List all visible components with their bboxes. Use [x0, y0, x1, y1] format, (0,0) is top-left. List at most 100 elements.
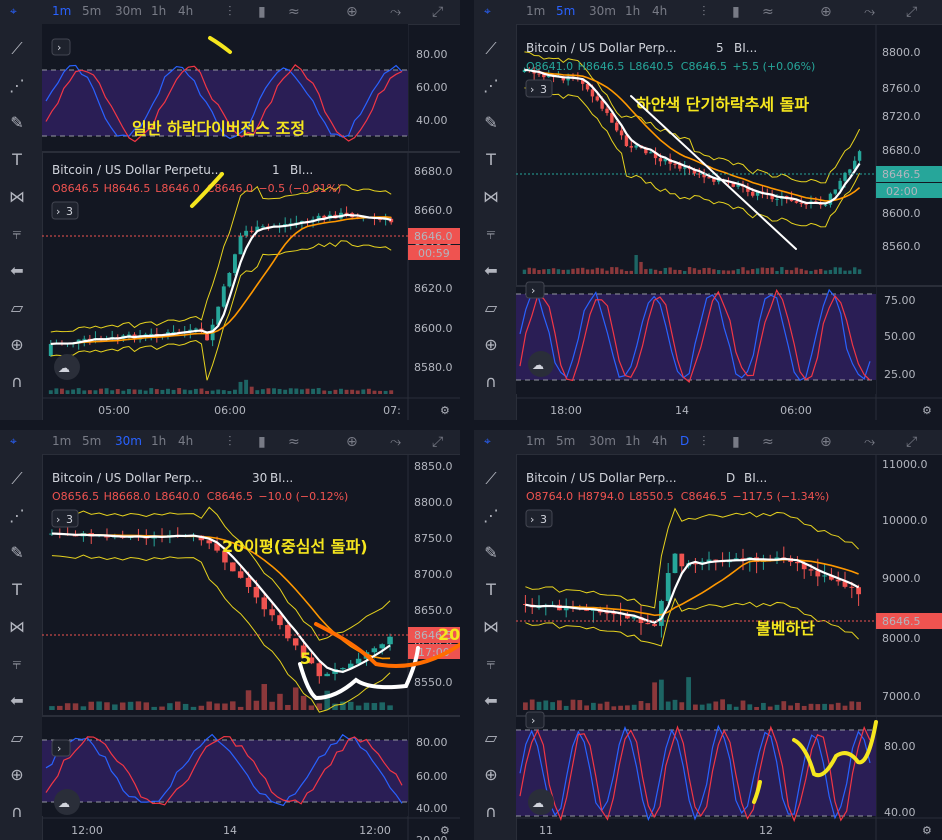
magnet-icon[interactable]: ∩	[11, 372, 23, 391]
chart-canvas[interactable]: 80.00 60.00 40.00 20.00 8850.0 8800.0 8750.0 87…	[42, 454, 460, 840]
bar-style-icon[interactable]: ⫶	[702, 434, 706, 450]
interval-1m[interactable]: 1m	[526, 434, 546, 448]
interval-1h[interactable]: 1h	[625, 434, 641, 448]
add-icon[interactable]: ⊕	[346, 4, 358, 20]
fib-icon[interactable]: ⋰	[9, 76, 25, 95]
expand-icon[interactable]: ⤢	[906, 4, 918, 20]
forecast-icon[interactable]: ⫧	[486, 654, 496, 673]
chart-canvas[interactable]: 80.0060.0040.008680.08660.08640.08620.08…	[42, 24, 460, 420]
interval-30m[interactable]: 30m	[115, 434, 142, 448]
forecast-icon[interactable]: ⫧	[12, 224, 22, 243]
interval-1m[interactable]: 1m	[52, 434, 72, 448]
ruler-icon[interactable]: ▱	[10, 728, 24, 747]
text-icon[interactable]: T	[486, 150, 496, 169]
ruler-icon[interactable]: ▱	[484, 728, 498, 747]
crosshair-icon[interactable]: ⌖	[10, 434, 17, 448]
interval-1h[interactable]: 1h	[625, 4, 641, 18]
expand-icon[interactable]: ⤢	[906, 434, 918, 450]
chart-canvas[interactable]: 75.00 50.00 25.00 8800.0 8760.0 8720.0 8680.0 8…	[516, 24, 942, 420]
fib-icon[interactable]: ⋰	[9, 506, 25, 525]
pattern-icon[interactable]: ⋈	[9, 187, 25, 206]
indicators-toggle[interactable]	[51, 509, 79, 528]
interval-1h[interactable]: 1h	[151, 4, 167, 18]
compare-icon[interactable]: ⤳	[864, 434, 876, 450]
indicator-icon[interactable]: ≈	[288, 434, 300, 450]
brush-icon[interactable]: ✎	[10, 543, 24, 562]
trend-line-icon[interactable]: ⟋	[485, 469, 497, 488]
indicator-icon[interactable]: ≈	[288, 4, 300, 20]
indicator-icon[interactable]: ≈	[762, 434, 774, 450]
brush-icon[interactable]: ✎	[10, 113, 24, 132]
candle-icon[interactable]: ▮	[258, 4, 266, 20]
crosshair-icon[interactable]: ⌖	[484, 434, 491, 448]
candle-icon[interactable]: ▮	[732, 434, 740, 450]
add-icon[interactable]: ⊕	[820, 434, 832, 450]
expand-icon[interactable]: ⤢	[432, 4, 444, 20]
interval-D[interactable]: D	[680, 434, 690, 448]
crosshair-icon[interactable]: ⌖	[10, 4, 17, 18]
back-icon[interactable]: ⬅	[484, 691, 498, 710]
brush-icon[interactable]: ✎	[484, 543, 498, 562]
chart-canvas[interactable]: 80.00 40.00 11000.0 10000.0 9000.0 8000.0 7000…	[516, 454, 942, 840]
zoom-icon[interactable]: ⊕	[484, 335, 498, 354]
back-icon[interactable]: ⬅	[10, 691, 24, 710]
candle-icon[interactable]: ▮	[732, 4, 740, 20]
expand-icon[interactable]: ⤢	[432, 434, 444, 450]
interval-1h[interactable]: 1h	[151, 434, 167, 448]
indicators-toggle[interactable]	[51, 201, 79, 220]
interval-4h[interactable]: 4h	[178, 4, 194, 18]
compare-icon[interactable]: ⤳	[864, 4, 876, 20]
interval-1m[interactable]: 1m	[52, 4, 72, 18]
brush-icon[interactable]: ✎	[484, 113, 498, 132]
chart-pane-30m[interactable]: 1m 5m 30m 1h 4h ⫶ ▮ ≈ ⊕ ⤳ ⤢ ⌖ ⟋ ⋰ ✎ T ⋈ ⫧ ⬅ ▱ ⊕ ∩ 80.00 60.00 40…	[0, 430, 460, 840]
text-icon[interactable]: T	[12, 580, 22, 599]
osc-legend-toggle[interactable]	[51, 739, 71, 757]
interval-5m[interactable]: 5m	[556, 4, 576, 18]
osc-legend-toggle[interactable]	[51, 38, 71, 56]
compare-icon[interactable]: ⤳	[390, 4, 402, 20]
indicators-toggle[interactable]	[525, 509, 553, 528]
fib-icon[interactable]: ⋰	[483, 506, 499, 525]
indicators-toggle[interactable]	[525, 79, 553, 98]
text-icon[interactable]: T	[486, 580, 496, 599]
forecast-icon[interactable]: ⫧	[12, 654, 22, 673]
interval-30m[interactable]: 30m	[115, 4, 142, 18]
bar-style-icon[interactable]: ⫶	[228, 434, 232, 450]
back-icon[interactable]: ⬅	[10, 261, 24, 280]
trend-line-icon[interactable]: ⟋	[11, 39, 23, 58]
osc-legend-toggle[interactable]	[525, 711, 545, 729]
interval-4h[interactable]: 4h	[652, 4, 668, 18]
back-icon[interactable]: ⬅	[484, 261, 498, 280]
trend-line-icon[interactable]: ⟋	[11, 469, 23, 488]
ruler-icon[interactable]: ▱	[10, 298, 24, 317]
interval-4h[interactable]: 4h	[652, 434, 668, 448]
chart-pane-daily[interactable]: 1m 5m 30m 1h 4h D ⫶ ▮ ≈ ⊕ ⤳ ⤢ ⌖ ⟋ ⋰ ✎ T ⋈ ⫧ ⬅ ▱ ⊕ ∩ 80.00 40.00 1…	[474, 430, 942, 840]
add-icon[interactable]: ⊕	[820, 4, 832, 20]
candle-icon[interactable]: ▮	[258, 434, 266, 450]
interval-1m[interactable]: 1m	[526, 4, 546, 18]
fib-icon[interactable]: ⋰	[483, 76, 499, 95]
bar-style-icon[interactable]: ⫶	[702, 4, 706, 20]
indicator-icon[interactable]: ≈	[762, 4, 774, 20]
interval-5m[interactable]: 5m	[556, 434, 576, 448]
pattern-icon[interactable]: ⋈	[483, 617, 499, 636]
zoom-icon[interactable]: ⊕	[10, 335, 24, 354]
interval-5m[interactable]: 5m	[82, 434, 102, 448]
pattern-icon[interactable]: ⋈	[483, 187, 499, 206]
text-icon[interactable]: T	[12, 150, 22, 169]
chart-pane-5m[interactable]: 1m 5m 30m 1h 4h ⫶ ▮ ≈ ⊕ ⤳ ⤢ ⌖ ⟋ ⋰ ✎ T ⋈ ⫧ ⬅ ▱ ⊕ ∩ 75.00 50.00 25…	[474, 0, 942, 420]
interval-30m[interactable]: 30m	[589, 4, 616, 18]
magnet-icon[interactable]: ∩	[485, 372, 497, 391]
interval-4h[interactable]: 4h	[178, 434, 194, 448]
zoom-icon[interactable]: ⊕	[10, 765, 24, 784]
zoom-icon[interactable]: ⊕	[484, 765, 498, 784]
bar-style-icon[interactable]: ⫶	[228, 4, 232, 20]
osc-legend-toggle[interactable]	[525, 281, 545, 299]
ruler-icon[interactable]: ▱	[484, 298, 498, 317]
crosshair-icon[interactable]: ⌖	[484, 4, 491, 18]
interval-5m[interactable]: 5m	[82, 4, 102, 18]
interval-30m[interactable]: 30m	[589, 434, 616, 448]
add-icon[interactable]: ⊕	[346, 434, 358, 450]
pattern-icon[interactable]: ⋈	[9, 617, 25, 636]
trend-line-icon[interactable]: ⟋	[485, 39, 497, 58]
